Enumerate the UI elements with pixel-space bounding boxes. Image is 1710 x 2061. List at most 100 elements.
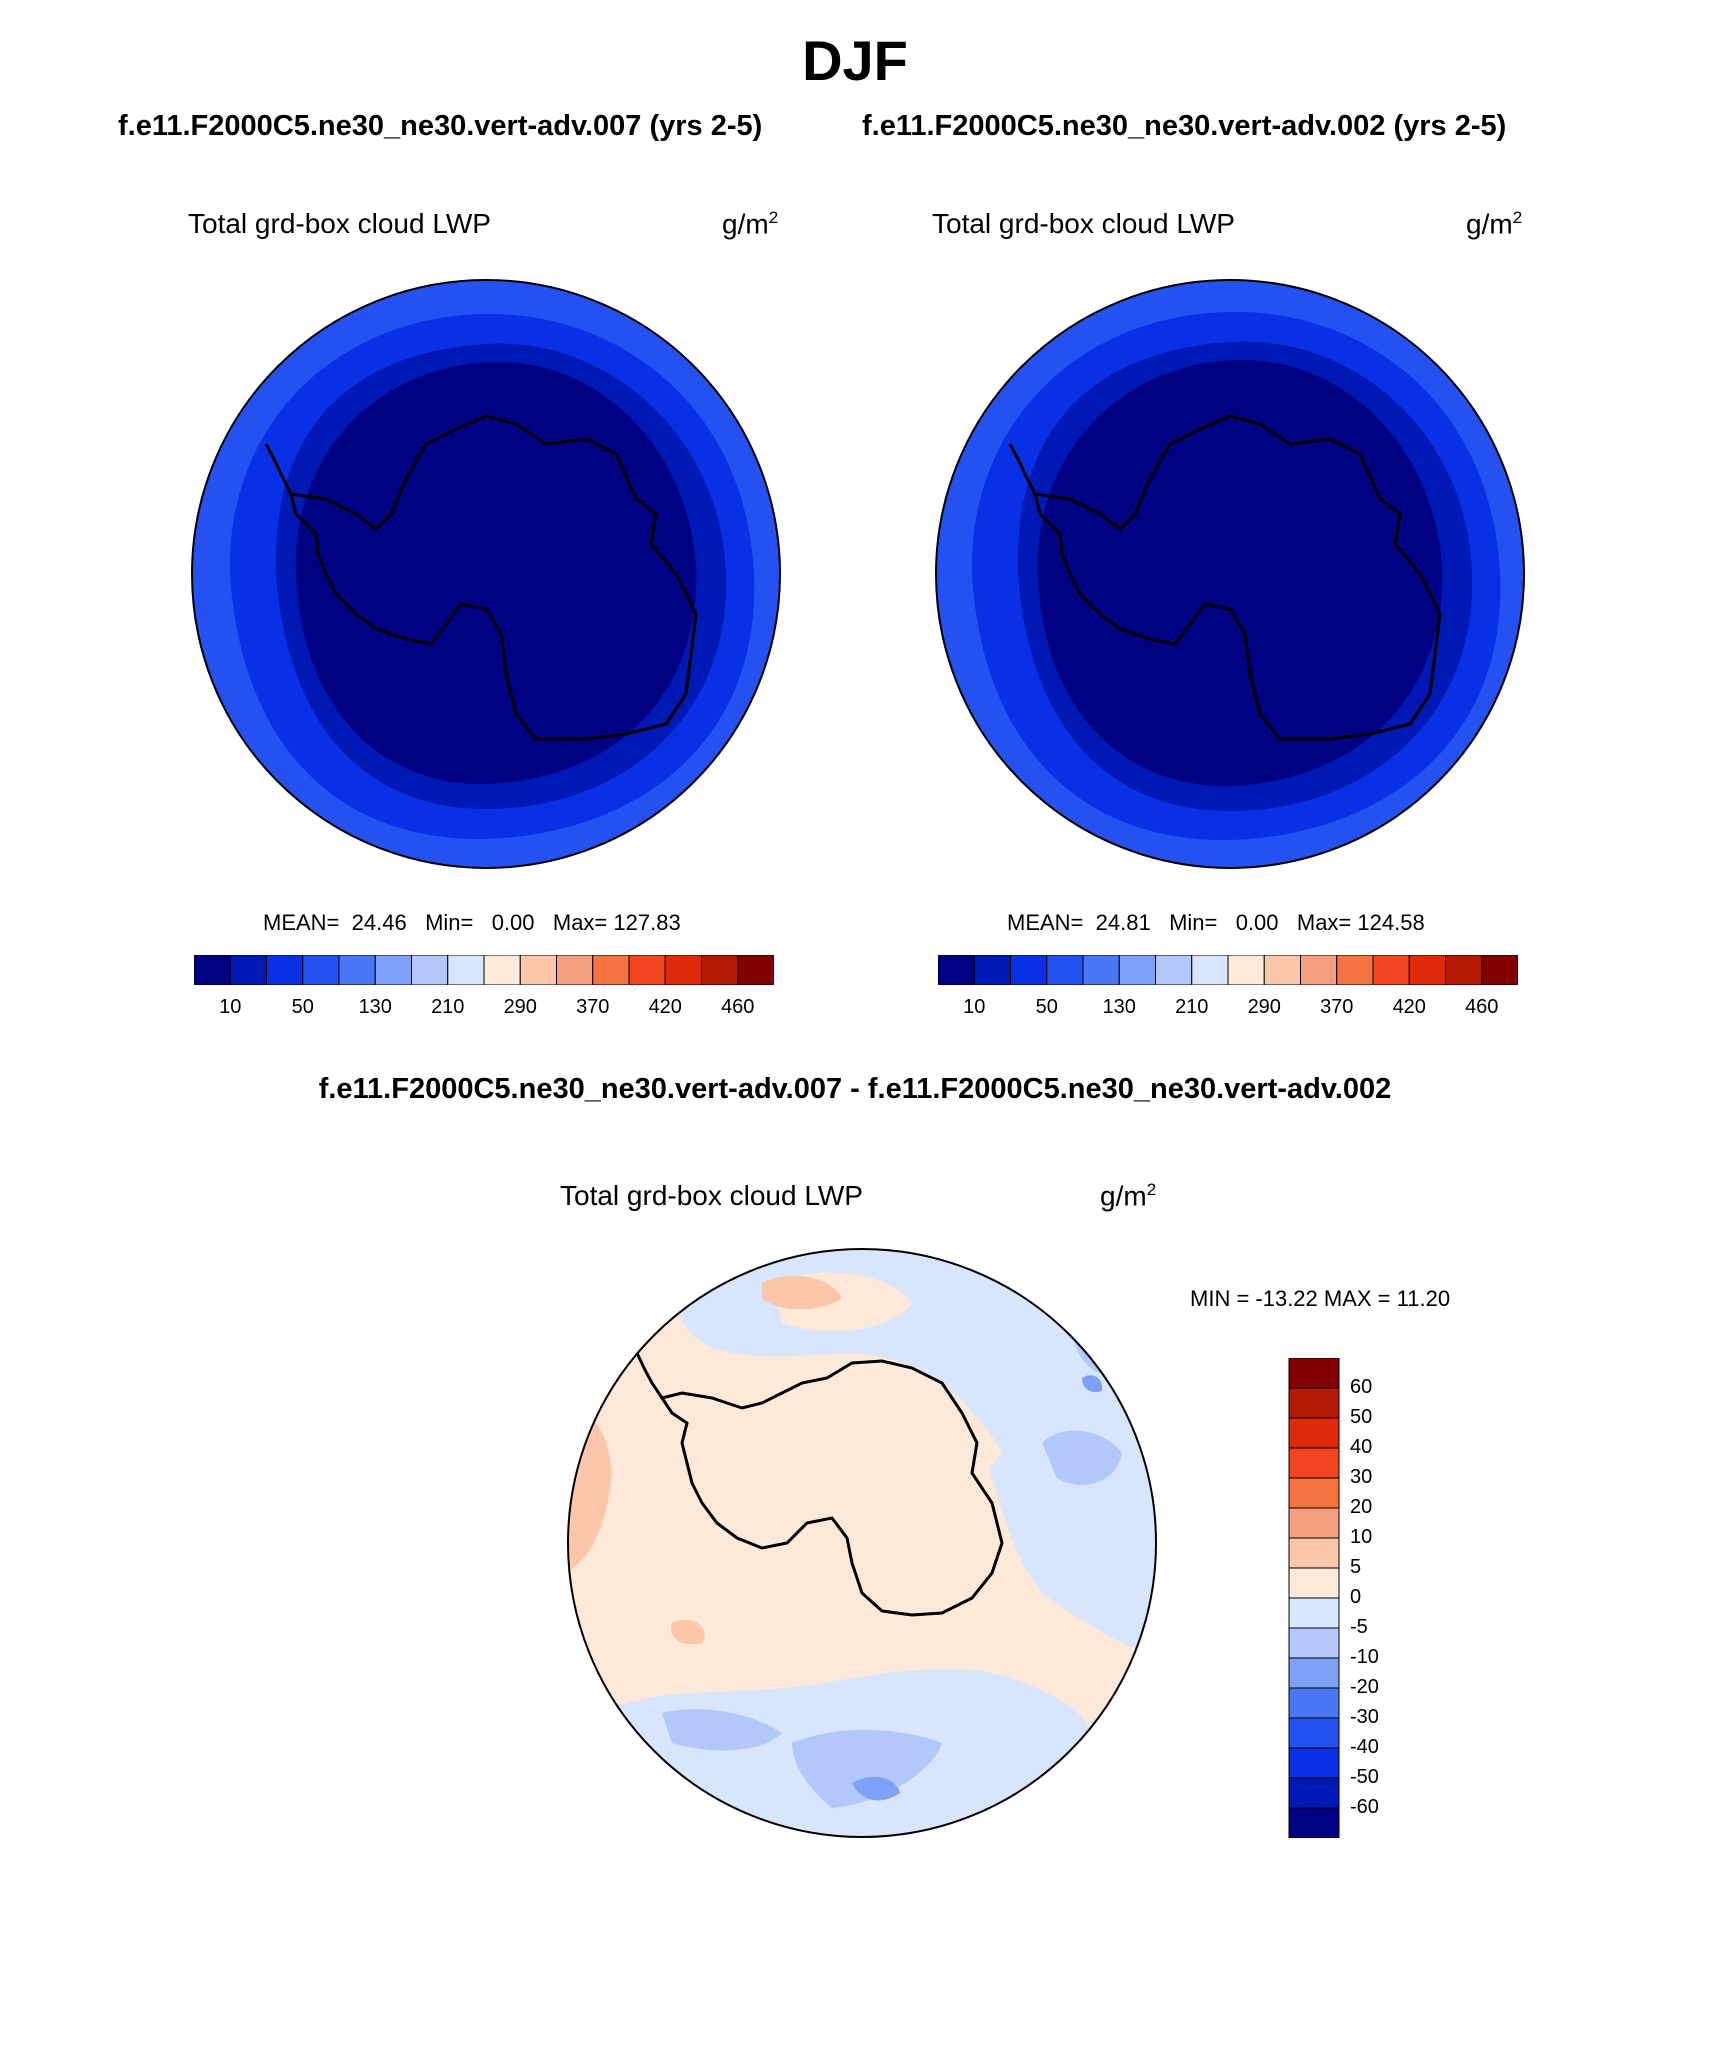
panel3-peninsula: [635, 1352, 664, 1399]
panel3-map-border: [567, 1248, 1157, 1838]
colorbar-box: [1288, 1687, 1340, 1719]
colorbar-box: [1288, 1537, 1340, 1569]
colorbar-box: [1082, 955, 1120, 985]
panel3-coastline: [659, 1359, 1004, 1617]
colorbar-box: [1288, 1358, 1340, 1389]
panel2-band-pole: [1037, 359, 1443, 787]
colorbar-box: [1263, 955, 1301, 985]
colorbar-box: [1288, 1777, 1340, 1809]
colorbar-tick-label: 420: [1392, 996, 1426, 1018]
colorbar-box: [1288, 1657, 1340, 1689]
colorbar-tick-label: 460: [721, 996, 755, 1018]
colorbar-tick-label: 10: [1350, 1526, 1373, 1548]
colorbar-tick-label: 5: [1350, 1556, 1362, 1578]
colorbar-box: [592, 955, 630, 985]
control-case-title: f.e11.F2000C5.ne30_ne30.vert-adv.002 (yr…: [862, 110, 1507, 142]
colorbar-tick-label: -5: [1350, 1616, 1368, 1638]
colorbar-tick-label: 130: [1102, 996, 1136, 1018]
colorbar-box: [1118, 955, 1156, 985]
colorbar-tick-label: 290: [1247, 996, 1281, 1018]
colorbar-box: [1288, 1807, 1340, 1838]
colorbar-box: [1481, 955, 1518, 985]
colorbar-tick-label: 290: [503, 996, 537, 1018]
colorbar-box: [1288, 1387, 1340, 1419]
colorbar-tick-label: 370: [1320, 996, 1354, 1018]
colorbar-box: [483, 955, 521, 985]
panel1-polar-map: [191, 279, 781, 869]
colorbar-box: [1288, 1747, 1340, 1779]
panel2-colorbar: [938, 955, 1518, 985]
panel3-pos-strong-a: [762, 1275, 842, 1310]
colorbar-box: [1288, 1717, 1340, 1749]
difference-title: f.e11.F2000C5.ne30_ne30.vert-adv.007 - f…: [318, 1073, 1392, 1105]
colorbar-tick-label: 10: [219, 996, 242, 1018]
colorbar-box: [1288, 1477, 1340, 1509]
colorbar-box: [1408, 955, 1446, 985]
colorbar-tick-label: 50: [1350, 1406, 1373, 1428]
panel3-neg-strong-a: [662, 1709, 782, 1751]
colorbar-box: [1288, 1417, 1340, 1449]
panel3-pos-strong-c: [671, 1619, 705, 1645]
colorbar-tick-label: -60: [1350, 1796, 1379, 1818]
colorbar-box: [338, 955, 376, 985]
colorbar-box: [1288, 1567, 1340, 1599]
panel3-neg-region-ocean: [674, 1249, 1156, 1663]
panel1-variable-title: Total grd-box cloud LWP: [188, 208, 491, 239]
panel3-minmax: MIN = -13.22 MAX = 11.20: [1190, 1286, 1451, 1311]
colorbar-box: [1288, 1447, 1340, 1479]
colorbar-tick-label: 420: [648, 996, 682, 1018]
test-case-title: f.e11.F2000C5.ne30_ne30.vert-adv.007 (yr…: [118, 110, 763, 142]
colorbar-tick-label: 210: [431, 996, 465, 1018]
colorbar-box: [938, 955, 975, 985]
colorbar-tick-label: 370: [576, 996, 610, 1018]
colorbar-tick-label: 10: [963, 996, 986, 1018]
panel1-colorbar: [194, 955, 774, 985]
colorbar-box: [519, 955, 557, 985]
colorbar-box: [1191, 955, 1229, 985]
colorbar-tick-label: 20: [1350, 1496, 1373, 1518]
panel2-peninsula: [1008, 443, 1037, 495]
panel1-stats: MEAN= 24.46 Min= 0.00 Max= 127.83: [263, 910, 681, 935]
colorbar-box: [1336, 955, 1374, 985]
colorbar-tick-label: 60: [1350, 1376, 1373, 1398]
panel3-neg-strongest-b: [1082, 1375, 1103, 1393]
panel2-variable-title: Total grd-box cloud LWP: [932, 208, 1235, 239]
colorbar-box: [1155, 955, 1193, 985]
colorbar-tick-label: 210: [1175, 996, 1209, 1018]
colorbar-box: [1372, 955, 1410, 985]
colorbar-box: [1445, 955, 1483, 985]
colorbar-box: [447, 955, 485, 985]
panel2-colorbar-ticks: 10 50 130 210 290 370 420 460: [938, 996, 1518, 1024]
panel3-colorbar-ticks: 60 50 40 30 20 10 5 0 -5 -10 -20 -30 -40 -50 -60: [1350, 1358, 1430, 1838]
colorbar-box: [1300, 955, 1338, 985]
colorbar-tick-label: -10: [1350, 1646, 1379, 1668]
colorbar-box: [556, 955, 594, 985]
panel2-stats: MEAN= 24.81 Min= 0.00 Max= 124.58: [1007, 910, 1425, 935]
panel1-peninsula: [264, 443, 293, 495]
panel1-coastline: [289, 414, 698, 741]
colorbar-box: [302, 955, 340, 985]
panel3-neg-strongest-a: [852, 1776, 900, 1801]
season-title: DJF: [802, 29, 908, 92]
colorbar-box: [229, 955, 267, 985]
colorbar-tick-label: 130: [358, 996, 392, 1018]
panel1-units: g/m2: [722, 208, 779, 240]
colorbar-box: [194, 955, 231, 985]
colorbar-box: [664, 955, 702, 985]
panel1-map-border: [191, 279, 781, 869]
panel2-units: g/m2: [1466, 208, 1523, 240]
colorbar-box: [1010, 955, 1048, 985]
colorbar-box: [374, 955, 412, 985]
colorbar-tick-label: 0: [1350, 1586, 1362, 1608]
colorbar-tick-label: -50: [1350, 1766, 1379, 1788]
colorbar-tick-label: 40: [1350, 1436, 1373, 1458]
panel3-polar-map: [567, 1248, 1157, 1838]
colorbar-box: [1046, 955, 1084, 985]
panel1-colorbar-ticks: 10 50 130 210 290 370 420 460: [194, 996, 774, 1024]
colorbar-box: [1288, 1597, 1340, 1629]
panel3-neg-strong-c: [1042, 1430, 1122, 1485]
panel3-variable-title: Total grd-box cloud LWP: [560, 1180, 863, 1211]
panel2-coastline: [1033, 414, 1442, 741]
colorbar-box: [1227, 955, 1265, 985]
